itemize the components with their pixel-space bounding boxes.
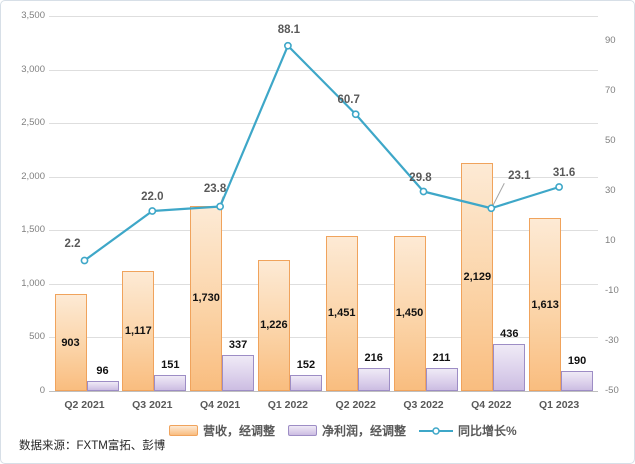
primary-y-tick-label: 3,500 [21, 10, 45, 21]
legend: 营收，经调整 净利润，经调整 同比增长% [1, 420, 634, 440]
source-note: 数据来源：FXTM富拓、彭博 [19, 440, 166, 452]
label-leader-line [492, 183, 505, 206]
legend-label-growth: 同比增长% [458, 423, 517, 438]
net-profit-bar-label: 337 [228, 338, 248, 351]
primary-y-tick-label: 0 [39, 385, 45, 396]
growth-point-label: 88.1 [277, 23, 301, 36]
x-axis-category-label: Q4 2021 [199, 399, 241, 411]
revenue-bar-label: 1,117 [124, 325, 152, 338]
growth-point-marker [148, 207, 157, 215]
net-profit-bar [561, 370, 594, 391]
gridline [49, 69, 598, 71]
growth-point-marker [555, 183, 563, 191]
x-axis-category-label: Q2 2021 [64, 399, 105, 411]
revenue-bar-label: 1,613 [531, 298, 559, 311]
net-profit-bar [86, 380, 119, 391]
revenue-bar-label: 1,451 [327, 307, 356, 320]
net-profit-bar-label: 211 [432, 352, 451, 365]
growth-point-label: 29.8 [409, 171, 432, 184]
secondary-y-tick-label: 50 [605, 135, 616, 146]
secondary-y-tick-label: 90 [605, 35, 616, 46]
legend-item-growth: 同比增长% [419, 420, 517, 440]
growth-point-label: 23.1 [508, 170, 531, 183]
revenue-bar-label: 1,226 [260, 319, 288, 332]
growth-point-label: 60.7 [337, 94, 360, 107]
net-profit-bar-label: 216 [364, 351, 383, 364]
secondary-y-tick-label: -10 [605, 285, 619, 296]
net-profit-bar [425, 368, 458, 391]
growth-point-marker [419, 187, 428, 196]
secondary-y-tick-label: -30 [605, 335, 619, 346]
growth-point-marker [351, 110, 360, 119]
growth-point-marker [80, 256, 89, 265]
net-profit-bar-label: 151 [161, 358, 180, 371]
primary-y-tick-label: 1,000 [21, 277, 45, 289]
x-axis-category-label: Q1 2023 [538, 399, 580, 411]
revenue-bar [54, 294, 87, 391]
revenue-swatch-icon [169, 424, 198, 436]
net-profit-bar [154, 374, 187, 391]
growth-point-label: 31.6 [552, 167, 576, 179]
gridline [49, 337, 598, 339]
revenue-bar [122, 271, 155, 391]
revenue-bar-label: 2,129 [463, 270, 492, 283]
revenue-bar [257, 259, 290, 391]
secondary-y-tick-label: 70 [605, 85, 616, 96]
x-axis-category-label: Q1 2022 [267, 399, 309, 411]
primary-y-tick-label: 2,000 [21, 170, 45, 182]
net-profit-bar [493, 344, 526, 391]
net-profit-bar [222, 354, 255, 391]
revenue-bar-label: 1,450 [395, 307, 424, 320]
revenue-bar [325, 235, 358, 391]
gridline [49, 230, 598, 232]
secondary-y-tick-label: 30 [605, 185, 616, 196]
net-profit-bar-label: 190 [567, 354, 587, 367]
revenue-bar-label: 903 [61, 336, 80, 349]
primary-y-tick-label: 1,500 [21, 224, 45, 236]
net-profit-bar [357, 367, 390, 391]
primary-y-tick-label: 2,500 [21, 117, 45, 129]
gridline [49, 16, 598, 17]
net-profit-bar-label: 436 [500, 328, 519, 341]
x-axis-category-label: Q3 2022 [403, 399, 444, 411]
primary-y-tick-label: 500 [29, 331, 45, 343]
revenue-bar-label: 1,730 [192, 292, 220, 305]
net-profit-bar-label: 96 [96, 364, 109, 377]
label-leader-line [220, 196, 224, 204]
secondary-y-tick-label: 10 [605, 235, 616, 246]
growth-point-marker [283, 41, 292, 50]
growth-point-label: 22.0 [141, 191, 164, 203]
x-axis-category-label: Q3 2021 [132, 399, 173, 411]
x-axis-category-label: Q4 2022 [471, 399, 512, 411]
net-profit-swatch-icon [288, 424, 317, 436]
legend-label-revenue: 营收，经调整 [203, 423, 276, 438]
growth-line-swatch-icon [419, 424, 453, 436]
growth-point-label: 2.2 [64, 237, 81, 250]
net-profit-bar [289, 374, 322, 391]
legend-label-net-profit: 净利润，经调整 [322, 423, 407, 438]
gridline [49, 123, 598, 125]
x-axis-category-label: Q2 2022 [335, 399, 376, 411]
legend-item-net-profit: 净利润，经调整 [288, 420, 406, 440]
x-axis-line [49, 391, 598, 392]
net-profit-bar-label: 152 [296, 358, 316, 371]
legend-item-revenue: 营收，经调整 [169, 420, 275, 440]
growth-point-label: 23.8 [203, 182, 227, 195]
primary-y-tick-label: 3,000 [21, 63, 45, 75]
gridline [49, 283, 598, 285]
secondary-y-tick-label: -50 [605, 385, 619, 396]
